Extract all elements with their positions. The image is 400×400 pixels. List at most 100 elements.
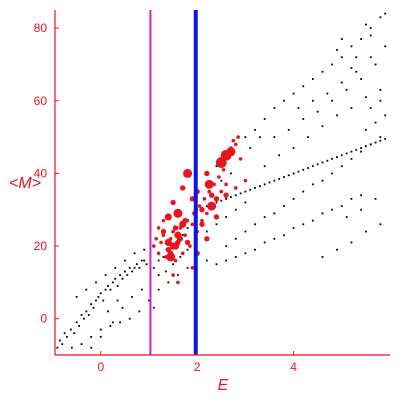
black-point [136,263,138,266]
black-point [287,174,290,177]
black-point [321,256,324,258]
black-point [321,161,324,164]
y-tick-label: 20 [34,239,48,253]
black-point [350,197,353,200]
black-point [263,241,266,244]
red-point [204,236,210,242]
black-point [336,156,338,158]
black-point [249,147,252,149]
black-point [111,281,114,284]
red-point [172,225,179,231]
axes [54,10,390,356]
red-point [221,167,226,172]
black-point [287,128,290,131]
black-point [131,270,134,273]
black-point [205,205,208,208]
black-point [123,270,126,273]
red-point [171,229,175,234]
black-point [340,38,343,40]
black-point [215,165,218,168]
black-point [283,99,285,102]
red-point [233,186,238,190]
black-point [157,259,160,262]
y-tick-label: 80 [34,21,48,35]
red-point [171,273,175,277]
black-point [99,328,102,331]
black-point [70,328,72,331]
black-point [374,63,377,66]
black-point [181,234,184,237]
vertical-lines [149,10,198,355]
red-point [223,192,229,198]
ticks [55,27,295,355]
black-point [225,216,228,218]
black-point [138,266,141,269]
black-point [360,150,362,153]
black-point [162,256,165,258]
black-point [355,70,358,73]
red-point [233,142,238,147]
black-point [107,310,109,313]
black-point [215,201,218,204]
black-point [254,248,256,251]
black-point [220,179,223,182]
black-point [254,223,256,226]
black-point [70,346,73,349]
black-point [138,310,141,313]
black-point [360,147,362,149]
y-axis-label: <M> [9,175,41,192]
black-point [336,248,338,251]
red-point [180,185,186,191]
black-point [128,317,131,320]
black-point [364,96,367,99]
black-point [364,230,367,233]
black-point [350,45,353,48]
black-point [316,163,319,166]
black-point [145,263,148,266]
black-point [239,192,242,195]
black-point [140,288,143,291]
black-point [133,252,136,255]
black-point [244,136,247,139]
black-point [350,150,353,153]
black-point [205,259,208,262]
black-point [369,27,372,30]
black-point [73,332,76,335]
black-point [379,139,382,142]
black-point [61,343,64,346]
black-point [374,141,377,144]
black-point [172,263,174,266]
red-point [173,258,178,263]
black-point [249,188,252,191]
red-point [197,204,202,208]
black-point [302,223,305,226]
black-point [331,208,334,211]
black-point [283,205,285,208]
red-point [200,218,204,223]
red-point [177,236,184,242]
black-point [66,335,68,338]
black-point [119,321,121,324]
black-point [97,295,100,298]
black-point [379,88,382,91]
black-point [58,339,61,342]
black-point [292,226,295,229]
red-point [202,197,207,201]
black-point [102,299,105,302]
black-point [307,167,309,169]
black-point [331,63,334,66]
black-point [311,99,314,102]
black-point [355,148,358,151]
red-point [219,189,224,194]
black-point [297,170,300,173]
black-point [340,205,343,208]
red-point [184,239,191,246]
black-point [345,88,348,91]
black-point [360,208,362,211]
black-point [87,314,90,316]
black-point [244,201,247,204]
black-point [263,216,266,218]
red-point [236,135,240,139]
black-point [234,237,237,240]
black-point [109,325,112,327]
